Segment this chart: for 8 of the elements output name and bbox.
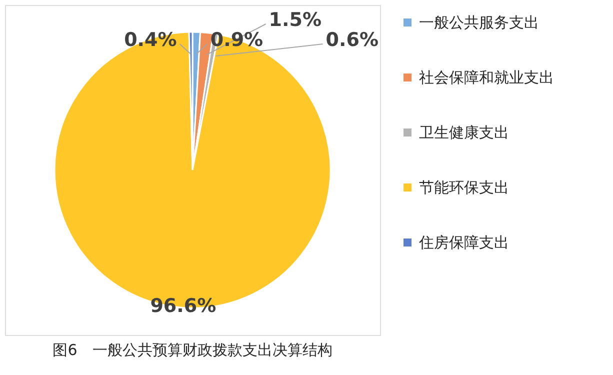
text: 图6 一般公共预算财政拨款支出决算结构 [52, 341, 332, 359]
legend-label: 住房保障支出 [418, 234, 509, 252]
legend-label: 卫生健康支出 [419, 124, 509, 142]
legend-label: 社会保障和就业支出 [419, 68, 554, 86]
data-label: 1.5% [268, 9, 322, 31]
legend-label: 一般公共服务支出 [419, 14, 539, 32]
data-label: 0.6% [326, 29, 378, 51]
legend-label: 节能环保支出 [419, 178, 509, 196]
